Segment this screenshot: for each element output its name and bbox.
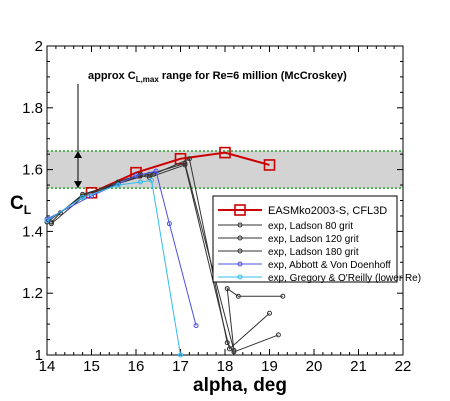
legend-label: exp, Ladson 80 grit (268, 221, 353, 232)
arrow-head-down (74, 181, 82, 189)
x-tick-label: 21 (350, 358, 367, 375)
legend: EASMko2003-S, CFL3D exp, Ladson 80 grit ex… (212, 195, 421, 284)
y-tick-label: 1.2 (22, 285, 43, 302)
band-annotation-sub: L,max (136, 75, 160, 84)
x-axis-title: alpha, deg (193, 375, 287, 396)
band-annotation-arrow (74, 84, 82, 189)
axis-ticks: 14 15 16 17 18 19 20 21 22 1 1.2 1.4 1.6 1.8 2 (22, 38, 411, 375)
legend-box (212, 195, 398, 283)
legend-label: exp, Ladson 120 grit (268, 234, 359, 245)
data-series (44, 146, 286, 358)
data-point (263, 159, 276, 171)
series-4 (44, 168, 199, 329)
data-point (186, 156, 192, 162)
data-point (133, 173, 139, 179)
data-point (193, 323, 199, 329)
series-line (46, 170, 197, 326)
x-tick-label: 18 (217, 358, 234, 375)
data-point (231, 349, 237, 355)
data-point (178, 352, 183, 358)
legend-swatch-marker (234, 204, 246, 216)
legend-entry-4: exp, Abbott & Von Doenhoff (218, 260, 391, 271)
band-annotation: approx CL,max range for Re=6 million (Mc… (88, 70, 347, 84)
y-axis-title: CL (10, 193, 31, 217)
legend-entry-1: exp, Ladson 80 grit (218, 221, 353, 232)
y-tick-label: 1.6 (22, 162, 43, 179)
x-tick-label: 22 (395, 358, 412, 375)
band-fill (47, 151, 403, 189)
data-point (182, 162, 188, 168)
series-5 (44, 177, 183, 358)
data-point (153, 168, 159, 174)
legend-swatch-marker (237, 235, 243, 241)
data-point (80, 194, 86, 200)
data-point (235, 293, 241, 299)
x-tick-label: 15 (83, 358, 100, 375)
legend-entries: EASMko2003-S, CFL3D exp, Ladson 80 grit ex… (218, 204, 421, 284)
y-axis-title-main: C (10, 193, 24, 214)
arrow-head-up (74, 151, 82, 159)
y-tick-label: 1 (35, 347, 43, 364)
data-point (115, 182, 121, 188)
data-point (149, 177, 155, 183)
legend-swatch-marker (237, 248, 243, 254)
legend-label: exp, Abbott & Von Doenhoff (268, 260, 391, 271)
data-point (280, 293, 286, 299)
data-point (137, 179, 143, 185)
x-tick-label: 17 (172, 358, 189, 375)
legend-entry-3: exp, Ladson 180 grit (218, 247, 359, 258)
data-point (224, 340, 230, 346)
y-tick-label: 1.8 (22, 100, 43, 117)
legend-swatch-marker (237, 222, 243, 228)
series-line (46, 179, 181, 356)
clmax-band (47, 150, 403, 189)
x-tick-label: 19 (261, 358, 278, 375)
data-point (166, 221, 172, 227)
data-point (275, 332, 281, 338)
legend-entry-0: EASMko2003-S, CFL3D (218, 204, 387, 217)
data-point (174, 152, 187, 165)
legend-swatch-marker (237, 261, 243, 267)
legend-label: exp, Gregory & O'Reilly (lower Re) (268, 273, 421, 284)
x-tick-label: 16 (128, 358, 145, 375)
legend-entry-5: exp, Gregory & O'Reilly (lower Re) (218, 273, 421, 284)
data-point (219, 146, 231, 159)
y-tick-label: 1.4 (22, 223, 43, 240)
series-line (91, 151, 270, 194)
legend-label: EASMko2003-S, CFL3D (268, 205, 387, 217)
data-point (44, 218, 50, 224)
legend-entry-2: exp, Ladson 120 grit (218, 234, 359, 245)
data-point (267, 310, 272, 316)
data-point (224, 286, 230, 292)
legend-swatch-marker (237, 274, 243, 280)
data-point (48, 221, 54, 227)
y-axis-title-sub: L (24, 203, 31, 217)
x-tick-label: 20 (306, 358, 323, 375)
band-annotation-pre: approx C (88, 70, 136, 82)
y-tick-label: 2 (35, 38, 43, 55)
legend-label: exp, Ladson 180 grit (268, 247, 359, 258)
band-annotation-post: range for Re=6 million (McCroskey) (159, 70, 347, 82)
series-line (46, 158, 279, 353)
x-tick-label: 14 (39, 358, 56, 375)
